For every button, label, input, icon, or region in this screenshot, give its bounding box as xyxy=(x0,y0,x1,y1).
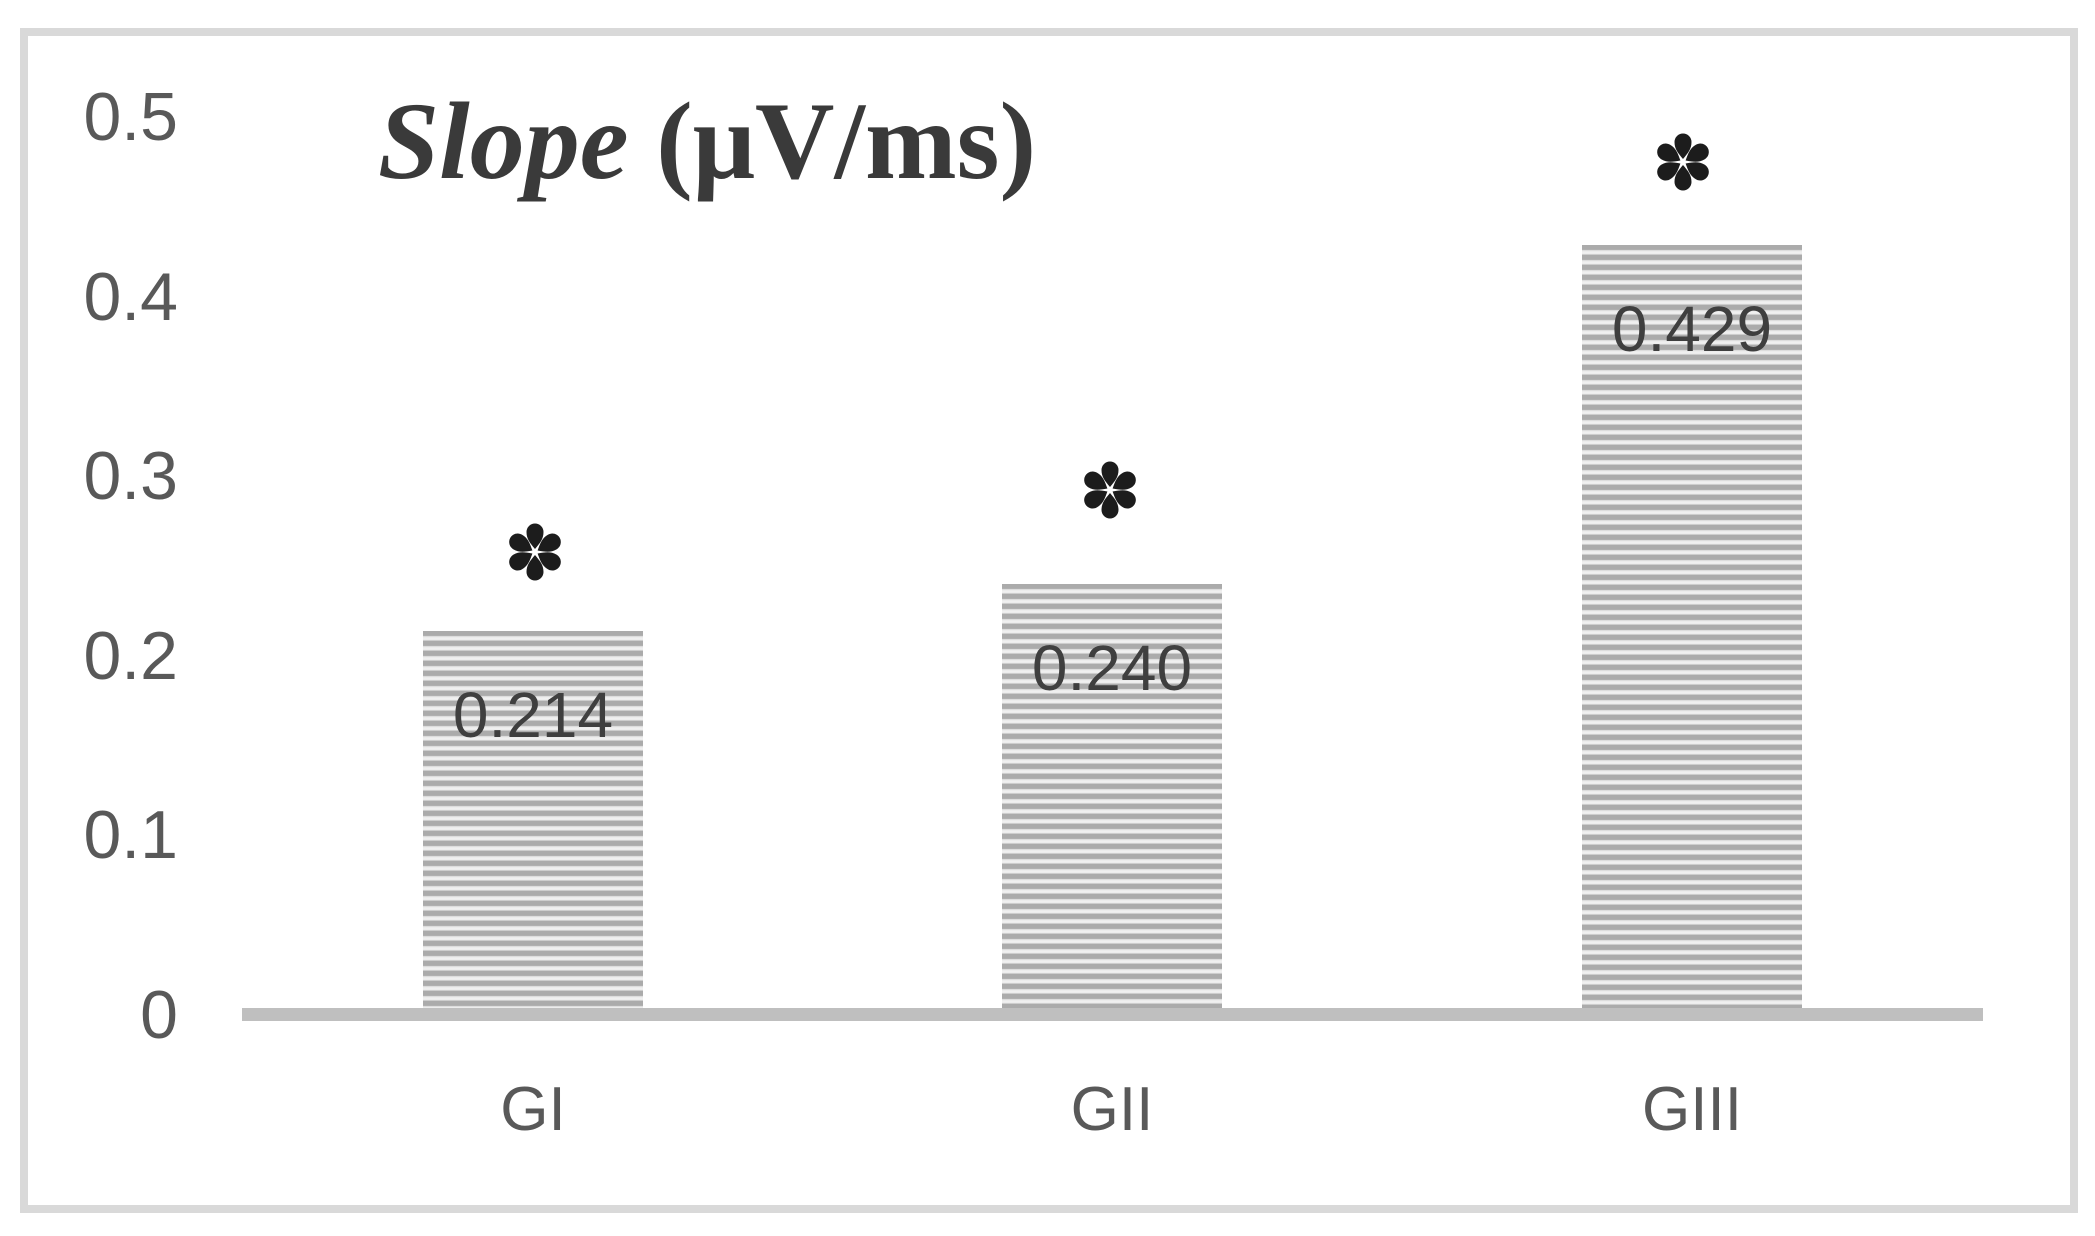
significance-asterisk-icon xyxy=(509,523,561,581)
y-axis-tick-label: 0.1 xyxy=(83,797,178,873)
y-axis-tick-label: 0 xyxy=(140,977,178,1053)
chart-title-name: Slope xyxy=(378,80,629,202)
significance-asterisk-icon xyxy=(1657,133,1709,191)
category-label-giii: GIII xyxy=(1642,1075,1742,1144)
chart-title-units: (μV/ms) xyxy=(628,80,1037,202)
y-axis-tick-label: 0.4 xyxy=(83,259,178,335)
x-axis-line xyxy=(242,1008,1983,1021)
category-label-gii: GII xyxy=(1070,1075,1154,1144)
y-axis-tick-label: 0.3 xyxy=(83,438,178,514)
bar-gi xyxy=(423,631,643,1008)
chart-title: Slope (μV/ms) xyxy=(378,86,1036,196)
bar-gii xyxy=(1002,584,1222,1008)
significance-asterisk-icon xyxy=(1084,461,1136,519)
y-axis-tick-label: 0.5 xyxy=(83,79,178,155)
category-label-gi: GI xyxy=(500,1075,566,1144)
bar-value-label: 0.240 xyxy=(1031,632,1193,704)
bar-giii xyxy=(1582,245,1802,1008)
y-axis-tick-label: 0.2 xyxy=(83,618,178,694)
bar-value-label: 0.214 xyxy=(452,679,614,751)
bar-value-label: 0.429 xyxy=(1611,293,1773,365)
